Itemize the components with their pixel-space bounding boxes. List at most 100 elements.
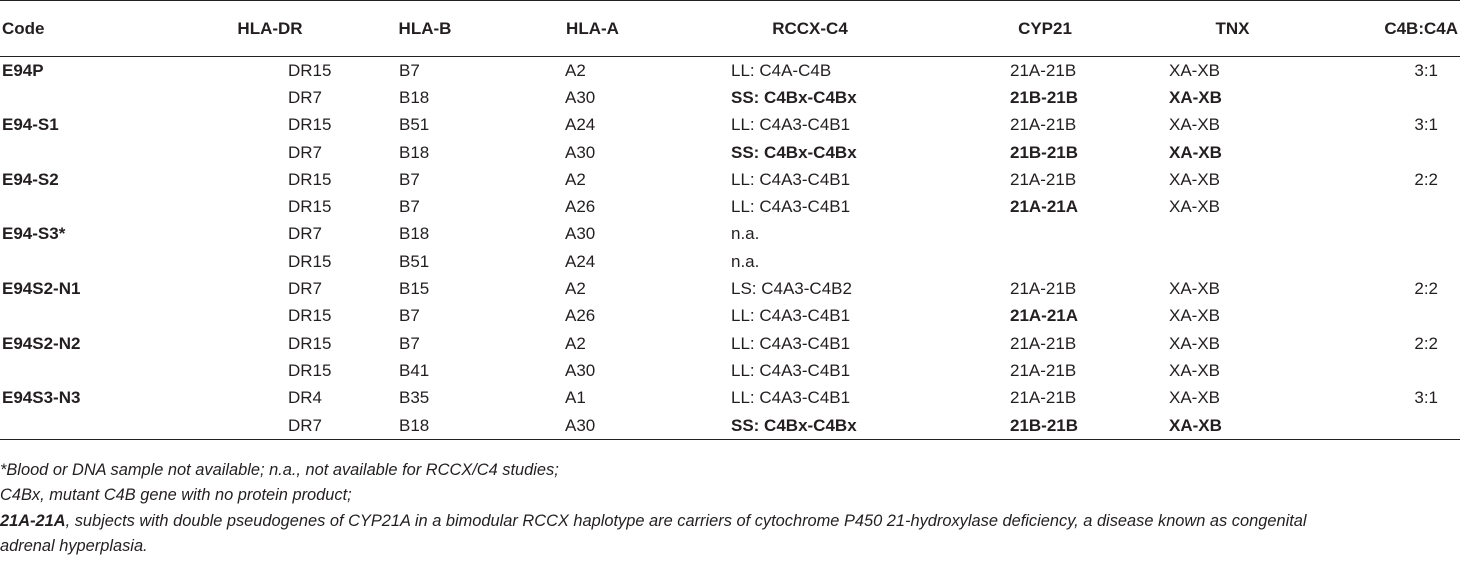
cell-tnx: XA-XB	[1169, 60, 1221, 80]
footnote-4: adrenal hyperplasia.	[0, 536, 148, 555]
cell-cyp21: 21A-21B	[1010, 360, 1077, 380]
cell-hla-a: A26	[565, 306, 596, 326]
cell-c4b-c4a	[1320, 248, 1460, 275]
cell-tnx: XA-XB	[1169, 306, 1221, 326]
cell-hla-a: A24	[565, 251, 596, 271]
cell-tnx: XA-XB	[1145, 411, 1320, 441]
cell-code: E94-S2	[2, 169, 59, 189]
cell-cyp21: 21A-21B	[1010, 60, 1077, 80]
cell-tnx: XA-XB	[1169, 87, 1222, 107]
cell-c4b-c4a	[1320, 84, 1460, 111]
header-c4b-c4a: C4B:C4A	[1320, 0, 1460, 57]
cell-rccx-c4: LS: C4A3-C4B2	[731, 279, 852, 299]
cell-rccx-c4: SS: C4Bx-C4Bx	[731, 142, 857, 162]
cell-code: E94P	[2, 60, 44, 80]
cell-hla-b: B7	[399, 169, 420, 189]
cell-c4b-c4a: 2:2	[1414, 279, 1438, 299]
cell-tnx: XA-XB	[1169, 115, 1221, 135]
footnote-3: 21A-21A, subjects with double pseudogene…	[0, 509, 1460, 534]
cell-hla-dr: DR7	[288, 87, 323, 107]
cell-code: E94-S1	[2, 115, 59, 135]
header-cyp21: CYP21	[945, 0, 1145, 57]
cell-rccx-c4: SS: C4Bx-C4Bx	[731, 87, 857, 107]
cell-hla-a: A30	[565, 87, 596, 107]
cell-hla-dr: DR4	[288, 388, 323, 408]
cell-hla-b: B18	[399, 87, 430, 107]
header-hla-b: HLA-B	[340, 0, 510, 57]
cell-hla-a: A2	[565, 60, 586, 80]
cell-hla-a: A30	[510, 411, 675, 441]
footnote-2: C4Bx, mutant C4B gene with no protein pr…	[0, 486, 352, 505]
header-code: Code	[0, 0, 200, 57]
cell-hla-b: B51	[399, 251, 430, 271]
cell-rccx-c4: LL: C4A3-C4B1	[731, 333, 851, 353]
cell-hla-b: B41	[399, 360, 430, 380]
footnote-3-term: 21A-21A	[0, 511, 66, 530]
cell-c4b-c4a: 2:2	[1414, 169, 1438, 189]
cell-hla-dr: DR15	[288, 169, 332, 189]
cell-hla-a: A1	[565, 388, 586, 408]
hla-rccx-table: Code HLA-DR HLA-B HLA-A RCCX-C4 CYP21 TN…	[0, 0, 1460, 441]
cell-code	[0, 411, 200, 441]
cell-hla-b: B18	[399, 224, 430, 244]
table-row: DR15 B7 A26 LL: C4A3-C4B1 21A-21A XA-XB	[0, 303, 1460, 330]
cell-code	[0, 193, 200, 220]
cell-rccx-c4: LL: C4A3-C4B1	[731, 169, 851, 189]
header-row: Code HLA-DR HLA-B HLA-A RCCX-C4 CYP21 TN…	[0, 0, 1460, 57]
cell-hla-dr: DR15	[288, 115, 332, 135]
cell-tnx: XA-XB	[1169, 388, 1221, 408]
cell-cyp21: 21B-21B	[945, 411, 1145, 441]
table-footnotes: *Blood or DNA sample not available; n.a.…	[0, 458, 1460, 559]
cell-rccx-c4: n.a.	[731, 224, 760, 244]
cell-cyp21: 21A-21A	[1010, 306, 1079, 326]
cell-hla-a: A30	[565, 224, 596, 244]
table-row: E94-S2 DR15 B7 A2 LL: C4A3-C4B1 21A-21B XA-XB 2…	[0, 166, 1460, 193]
cell-tnx	[1145, 221, 1320, 248]
cell-hla-a: A30	[565, 142, 596, 162]
table-row: E94S2-N2 DR15 B7 A2 LL: C4A3-C4B1 21A-21B XA-X…	[0, 330, 1460, 357]
cell-tnx: XA-XB	[1169, 142, 1222, 162]
cell-rccx-c4: LL: C4A3-C4B1	[731, 197, 851, 217]
cell-code	[0, 248, 200, 275]
header-hla-dr: HLA-DR	[200, 0, 340, 57]
table-row: DR7 B18 A30 SS: C4Bx-C4Bx 21B-21B XA-XB	[0, 411, 1460, 441]
table-row: E94S2-N1 DR7 B15 A2 LS: C4A3-C4B2 21A-21B XA-X…	[0, 275, 1460, 302]
cell-code	[0, 84, 200, 111]
cell-rccx-c4: LL: C4A3-C4B1	[731, 360, 851, 380]
cell-rccx-c4: LL: C4A3-C4B1	[731, 115, 851, 135]
cell-hla-b: B15	[399, 279, 430, 299]
cell-hla-b: B18	[340, 411, 510, 441]
cell-cyp21: 21A-21B	[1010, 333, 1077, 353]
cell-code: E94S3-N3	[2, 388, 81, 408]
cell-hla-dr: DR15	[288, 360, 332, 380]
cell-hla-a: A2	[565, 169, 586, 189]
cell-rccx-c4: LL: C4A3-C4B1	[731, 306, 851, 326]
cell-hla-dr: DR15	[288, 306, 332, 326]
cell-hla-b: B35	[399, 388, 430, 408]
header-hla-a: HLA-A	[510, 0, 675, 57]
cell-tnx	[1145, 248, 1320, 275]
cell-tnx: XA-XB	[1169, 360, 1221, 380]
footnote-1: *Blood or DNA sample not available; n.a.…	[0, 461, 559, 479]
cell-code: E94-S3*	[2, 224, 66, 244]
cell-c4b-c4a: 3:1	[1414, 60, 1438, 80]
table-row: DR15 B51 A24 n.a.	[0, 248, 1460, 275]
cell-code: E94S2-N1	[2, 279, 81, 299]
cell-c4b-c4a	[1320, 139, 1460, 166]
cell-hla-b: B7	[399, 197, 420, 217]
footnote-3-text: , subjects with double pseudogenes of CY…	[65, 511, 1307, 530]
cell-tnx: XA-XB	[1169, 279, 1221, 299]
cell-hla-dr: DR15	[288, 197, 332, 217]
cell-cyp21: 21A-21A	[1010, 197, 1079, 217]
cell-code	[0, 139, 200, 166]
table-row: DR7 B18 A30 SS: C4Bx-C4Bx 21B-21B XA-XB	[0, 84, 1460, 111]
table-row: DR7 B18 A30 SS: C4Bx-C4Bx 21B-21B XA-XB	[0, 139, 1460, 166]
cell-tnx: XA-XB	[1169, 169, 1221, 189]
table-row: E94S3-N3 DR4 B35 A1 LL: C4A3-C4B1 21A-21B XA-X…	[0, 385, 1460, 412]
cell-c4b-c4a	[1320, 303, 1460, 330]
cell-hla-b: B51	[399, 115, 430, 135]
table-row: DR15 B7 A26 LL: C4A3-C4B1 21A-21A XA-XB	[0, 193, 1460, 220]
cell-cyp21: 21B-21B	[1010, 142, 1079, 162]
cell-hla-dr: DR7	[288, 224, 323, 244]
